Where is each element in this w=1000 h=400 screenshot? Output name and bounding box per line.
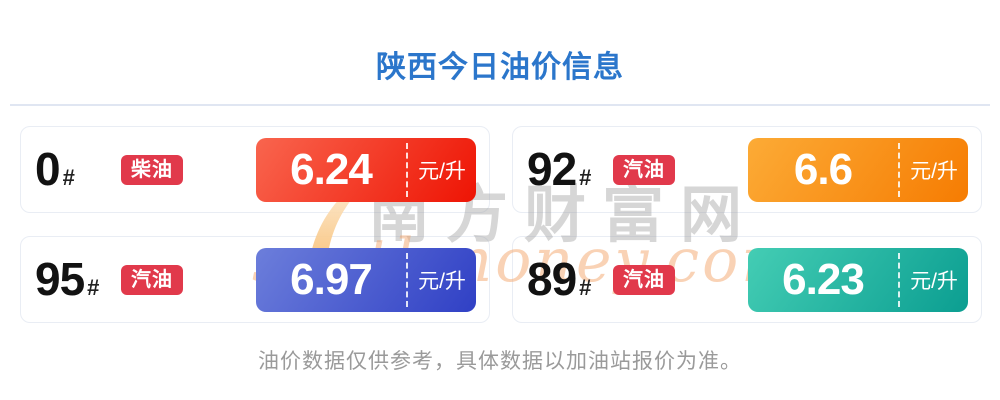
fuel-grade-group: 89 # [527, 256, 591, 302]
fuel-type-badge: 柴油 [121, 154, 183, 185]
price-block: 6.97 元/升 [256, 247, 476, 312]
price-value: 6.6 [793, 144, 853, 194]
price-block: 6.6 元/升 [748, 137, 968, 202]
price-unit: 元/升 [406, 252, 476, 307]
fuel-card-95-gasoline: 95 # 汽油 6.97 元/升 [20, 236, 490, 323]
fuel-card-92-gasoline: 92 # 汽油 6.6 元/升 [512, 126, 982, 213]
price-unit: 元/升 [898, 252, 968, 307]
grade-hash-symbol: # [87, 274, 100, 300]
fuel-grade: 89 [527, 252, 577, 305]
price-block: 6.24 元/升 [256, 137, 476, 202]
fuel-grade-group: 0 # [35, 146, 75, 192]
fuel-grade-group: 92 # [527, 146, 591, 192]
fuel-card-0-diesel: 0 # 柴油 6.24 元/升 [20, 126, 490, 213]
price-value: 6.24 [290, 144, 373, 194]
grade-hash-symbol: # [579, 164, 592, 190]
fuel-type-badge: 汽油 [613, 154, 675, 185]
fuel-grade: 0 [35, 142, 61, 195]
fuel-grade: 95 [35, 252, 85, 305]
grade-hash-symbol: # [62, 164, 75, 190]
fuel-card-89-gasoline: 89 # 汽油 6.23 元/升 [512, 236, 982, 323]
grade-hash-symbol: # [579, 274, 592, 300]
price-block: 6.23 元/升 [748, 247, 968, 312]
page-title: 陕西今日油价信息 [376, 51, 624, 84]
fuel-grade-group: 95 # [35, 256, 99, 302]
price-unit: 元/升 [898, 142, 968, 197]
price-unit: 元/升 [406, 142, 476, 197]
fuel-grade: 92 [527, 142, 577, 195]
price-value: 6.23 [782, 254, 865, 304]
price-value: 6.97 [290, 254, 373, 304]
fuel-type-badge: 汽油 [121, 264, 183, 295]
fuel-type-badge: 汽油 [613, 264, 675, 295]
header-divider [10, 104, 990, 106]
disclaimer-text: 油价数据仅供参考，具体数据以加油站报价为准。 [258, 350, 742, 373]
